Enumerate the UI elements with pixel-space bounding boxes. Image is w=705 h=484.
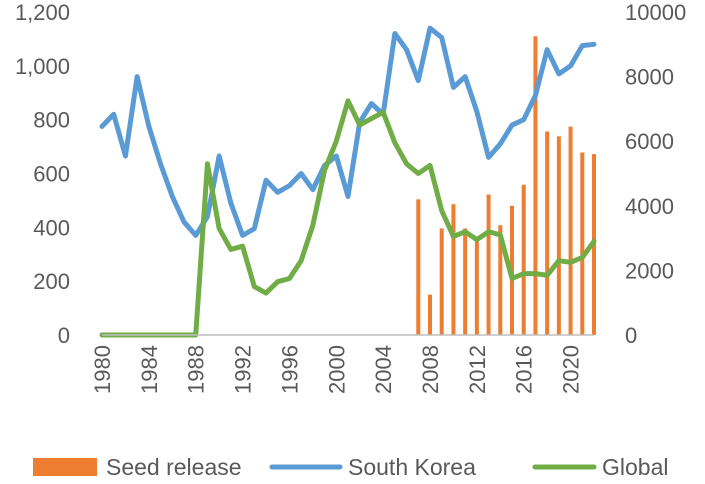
axes: 1980 1984 1988 1992 1996 2000 2004 2008 2012 2016… [15, 0, 686, 394]
right-tick-label-10000: 10000 [625, 0, 686, 25]
series-line-global [99, 98, 597, 338]
bar-seed-release-2019 [556, 136, 561, 335]
right-tick-label-2000: 2000 [625, 258, 674, 283]
right-tick-label-8000: 8000 [625, 65, 674, 90]
bar-seed-release-2014 [498, 225, 503, 335]
x-tick-label-1988: 1988 [184, 345, 209, 394]
left-tick-label-800: 800 [33, 108, 70, 133]
left-tick-label-200: 200 [33, 269, 70, 294]
left-tick-label-0: 0 [58, 323, 70, 348]
lines-layer [99, 25, 597, 338]
x-tick-label-2012: 2012 [465, 345, 490, 394]
bar-seed-release-2012 [474, 238, 479, 335]
left-tick-label-400: 400 [33, 215, 70, 240]
left-tick-label-600: 600 [33, 162, 70, 187]
x-tick-label-1996: 1996 [277, 345, 302, 394]
bar-seed-release-2016 [521, 184, 526, 335]
legend-swatch-seed-release [33, 458, 97, 476]
left-tick-label-1200: 1,200 [15, 0, 70, 25]
x-tick-label-2020: 2020 [559, 345, 584, 394]
legend: Seed release South Korea Global [33, 454, 668, 480]
x-tick-label-2004: 2004 [371, 345, 396, 394]
legend-label-global: Global [602, 454, 668, 479]
bar-seed-release-2013 [486, 194, 491, 335]
bar-seed-release-2011 [463, 228, 468, 335]
x-tick-label-1992: 1992 [231, 345, 256, 394]
bar-seed-release-2008 [428, 294, 432, 336]
x-tick-label-2008: 2008 [418, 345, 443, 394]
bar-seed-release-2010 [451, 204, 456, 335]
x-tick-label-1984: 1984 [137, 345, 162, 394]
x-tick-label-2000: 2000 [324, 345, 349, 394]
bar-seed-release-2020 [568, 126, 573, 335]
series-line-south-korea [99, 25, 597, 238]
right-tick-label-6000: 6000 [625, 129, 674, 154]
left-tick-label-1000: 1,000 [15, 54, 70, 79]
right-tick-label-0: 0 [625, 323, 637, 348]
legend-label-south-korea: South Korea [348, 454, 476, 479]
bar-seed-release-2007 [416, 199, 421, 335]
bar-seed-release-2018 [545, 131, 550, 335]
bar-seed-release-2009 [439, 228, 444, 335]
x-tick-label-1980: 1980 [90, 345, 115, 394]
legend-label-seed-release: Seed release [106, 454, 242, 479]
seed-release-bars [416, 36, 596, 336]
bar-seed-release-2017 [533, 36, 538, 335]
x-tick-label-2016: 2016 [512, 345, 537, 394]
bar-seed-release-2021 [580, 152, 585, 335]
right-tick-label-4000: 4000 [625, 194, 674, 219]
